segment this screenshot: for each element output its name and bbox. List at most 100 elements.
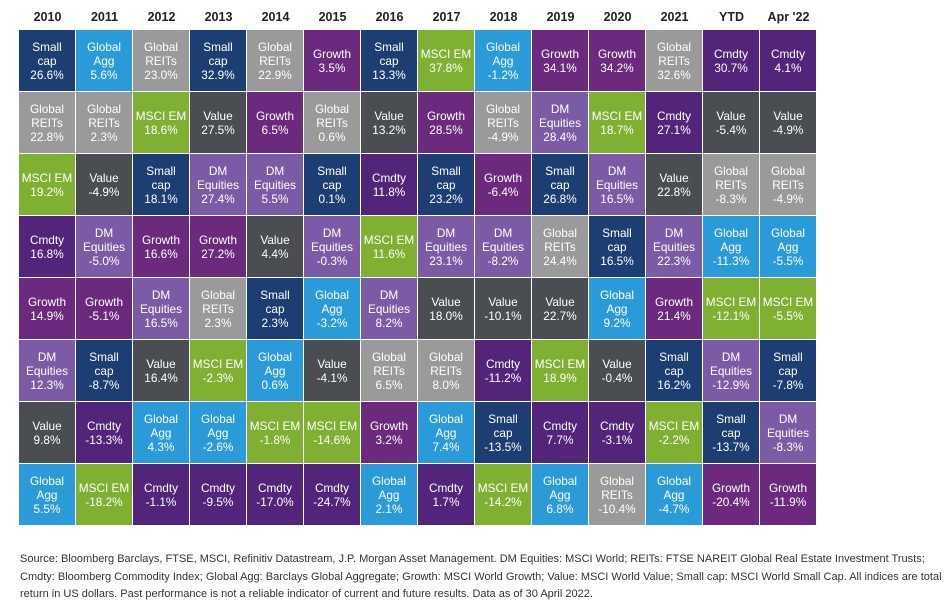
- return-value: 14.9%: [30, 308, 64, 323]
- return-value: -24.7%: [313, 494, 351, 509]
- asset-class-label: Cmdty: [542, 418, 578, 433]
- asset-class-label: Growth: [84, 294, 124, 309]
- return-cell: Cmdty 1.7%: [418, 464, 475, 526]
- asset-class-label: Global Agg: [656, 473, 692, 502]
- return-cell: DM Equities -8.3%: [760, 402, 817, 464]
- return-cell: Global Agg -2.6%: [190, 402, 247, 464]
- asset-class-label: MSCI EM: [363, 232, 415, 247]
- return-value: -8.3%: [715, 191, 747, 206]
- asset-class-label: Global REITs: [257, 39, 293, 68]
- return-value: 23.2%: [429, 191, 463, 206]
- return-cell: Global REITs 6.5%: [361, 340, 418, 402]
- asset-class-label: Small cap: [89, 349, 119, 378]
- asset-class-label: MSCI EM: [420, 46, 472, 61]
- asset-class-label: Value: [716, 108, 746, 123]
- return-cell: Value -4.9%: [76, 154, 133, 216]
- return-value: 22.7%: [543, 308, 577, 323]
- asset-class-label: Small cap: [374, 39, 404, 68]
- return-cell: Small cap 26.8%: [532, 154, 589, 216]
- asset-class-label: Global Agg: [86, 39, 122, 68]
- asset-class-label: Global REITs: [542, 225, 578, 254]
- return-cell: Global REITs 32.6%: [646, 30, 703, 92]
- return-value: -20.4%: [712, 494, 750, 509]
- return-value: 27.4%: [201, 191, 235, 206]
- return-value: 16.2%: [657, 377, 691, 392]
- return-value: 23.1%: [429, 253, 463, 268]
- return-cell: DM Equities 28.4%: [532, 92, 589, 154]
- return-value: -3.2%: [316, 315, 348, 330]
- return-value: 32.6%: [657, 67, 691, 82]
- return-cell: Value 13.2%: [361, 92, 418, 154]
- return-value: -4.7%: [658, 501, 690, 516]
- return-value: -4.1%: [316, 370, 348, 385]
- return-cell: Global REITs 23.0%: [133, 30, 190, 92]
- asset-class-label: Value: [32, 418, 62, 433]
- asset-class-label: Global REITs: [656, 39, 692, 68]
- return-cell: Global Agg 6.8%: [532, 464, 589, 526]
- asset-class-label: Value: [260, 232, 290, 247]
- return-value: 2.1%: [375, 501, 403, 516]
- return-value: 16.6%: [144, 246, 178, 261]
- return-cell: Global Agg 2.1%: [361, 464, 418, 526]
- return-value: 2.3%: [204, 315, 232, 330]
- asset-class-label: Global REITs: [314, 101, 350, 130]
- asset-class-label: MSCI EM: [705, 294, 757, 309]
- return-value: -11.9%: [769, 494, 807, 509]
- return-value: 5.6%: [90, 67, 118, 82]
- return-value: -5.5%: [772, 308, 804, 323]
- asset-class-label: Global Agg: [200, 411, 236, 440]
- asset-class-label: Global REITs: [29, 101, 65, 130]
- return-value: -4.9%: [772, 191, 804, 206]
- return-cell: Cmdty -17.0%: [247, 464, 304, 526]
- return-value: 6.5%: [261, 122, 289, 137]
- return-cell: MSCI EM 19.2%: [19, 154, 76, 216]
- return-value: -1.8%: [259, 432, 291, 447]
- asset-class-label: MSCI EM: [648, 418, 700, 433]
- return-value: 18.7%: [600, 122, 634, 137]
- return-cell: Growth 16.6%: [133, 216, 190, 278]
- return-value: 27.1%: [657, 122, 691, 137]
- asset-class-label: Small cap: [773, 349, 803, 378]
- return-cell: Growth 3.2%: [361, 402, 418, 464]
- return-value: 37.8%: [429, 60, 463, 75]
- return-cell: Growth 6.5%: [247, 92, 304, 154]
- column-header: 2015: [318, 10, 347, 24]
- return-cell: DM Equities -0.3%: [304, 216, 361, 278]
- return-cell: Global Agg 5.6%: [76, 30, 133, 92]
- return-value: 22.3%: [657, 253, 691, 268]
- return-value: 4.4%: [261, 246, 289, 261]
- return-value: -13.5%: [484, 439, 522, 454]
- asset-class-label: Global REITs: [371, 349, 407, 378]
- asset-class-label: Growth: [27, 294, 67, 309]
- return-cell: Growth 27.2%: [190, 216, 247, 278]
- asset-class-label: Global Agg: [713, 225, 749, 254]
- asset-class-label: Growth: [597, 46, 637, 61]
- return-value: -11.2%: [484, 370, 522, 385]
- asset-class-label: DM Equities: [368, 287, 410, 316]
- return-cell: MSCI EM -18.2%: [76, 464, 133, 526]
- return-cell: Cmdty 16.8%: [19, 216, 76, 278]
- return-cell: Small cap -13.5%: [475, 402, 532, 464]
- return-value: 24.4%: [543, 253, 577, 268]
- return-cell: DM Equities -12.9%: [703, 340, 760, 402]
- return-cell: Global REITs 8.0%: [418, 340, 475, 402]
- return-cell: Cmdty -24.7%: [304, 464, 361, 526]
- column-header: 2017: [432, 10, 461, 24]
- return-cell: Value 18.0%: [418, 278, 475, 340]
- return-value: -9.5%: [202, 494, 234, 509]
- asset-class-label: Growth: [540, 46, 580, 61]
- return-value: 12.3%: [30, 377, 64, 392]
- return-cell: Cmdty 30.7%: [703, 30, 760, 92]
- column-header: 2010: [33, 10, 62, 24]
- return-value: 11.6%: [372, 246, 406, 261]
- return-value: 5.5%: [33, 501, 61, 516]
- asset-class-label: Global REITs: [713, 163, 749, 192]
- return-cell: Global Agg -3.2%: [304, 278, 361, 340]
- return-cell: Global REITs 22.9%: [247, 30, 304, 92]
- asset-class-label: Growth: [255, 108, 295, 123]
- asset-class-label: DM Equities: [710, 349, 752, 378]
- return-cell: Global REITs 24.4%: [532, 216, 589, 278]
- return-value: -10.1%: [484, 308, 522, 323]
- return-value: -8.2%: [487, 253, 519, 268]
- asset-class-label: Growth: [369, 418, 409, 433]
